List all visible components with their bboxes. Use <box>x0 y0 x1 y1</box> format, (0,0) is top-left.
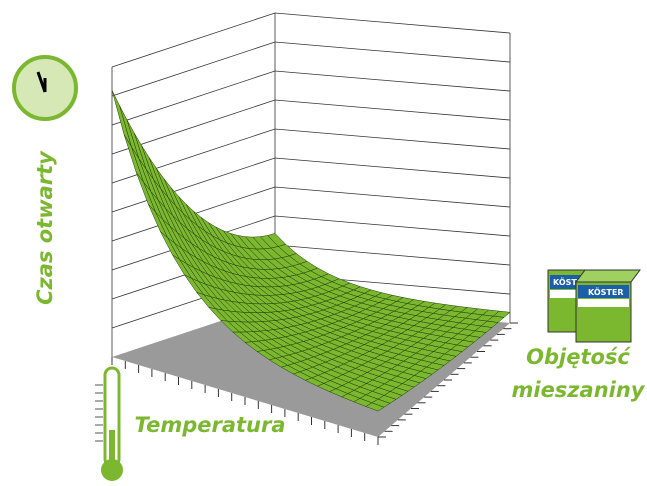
clock-icon <box>14 57 76 119</box>
wall-line <box>112 129 510 183</box>
product-box: KÖSTER <box>576 270 640 342</box>
wall-line <box>112 13 510 67</box>
wall-line <box>112 71 510 125</box>
side-axis-label: Objętość <box>526 345 631 369</box>
thermometer-icon <box>95 368 122 480</box>
diagram: KÖSTER KÖSTER Czas otwarty Temperatura O… <box>0 0 647 486</box>
front-axis-label: Temperatura <box>134 413 285 437</box>
side-axis-label: mieszaniny <box>511 378 645 402</box>
vertical-axis-label: Czas otwarty <box>33 150 57 305</box>
box-brand: KÖSTER <box>588 287 623 297</box>
wall-line <box>112 100 510 154</box>
wall-line <box>112 42 510 96</box>
surface-cell <box>112 90 131 147</box>
